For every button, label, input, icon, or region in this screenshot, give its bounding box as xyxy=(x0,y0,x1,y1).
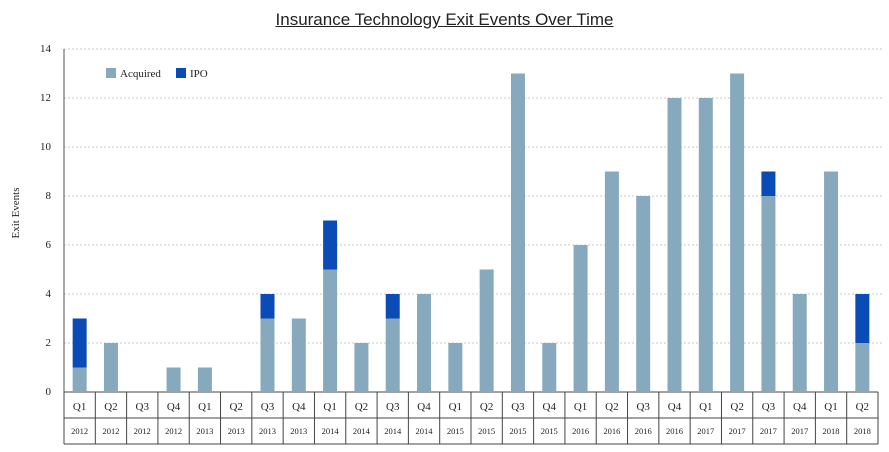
x-tick-year: 2017 xyxy=(697,426,714,436)
x-tick-quarter: Q3 xyxy=(386,401,400,413)
x-tick-year: 2013 xyxy=(228,426,245,436)
x-tick-quarter: Q1 xyxy=(449,401,462,413)
x-tick-quarter: Q4 xyxy=(292,401,306,413)
bar-acquired xyxy=(510,73,525,392)
x-tick-quarter: Q4 xyxy=(167,401,181,413)
bar-ipo xyxy=(761,171,776,196)
x-tick-quarter: Q3 xyxy=(762,401,776,413)
x-tick-year: 2017 xyxy=(791,426,808,436)
x-tick-year: 2012 xyxy=(165,426,182,436)
bar-acquired xyxy=(667,98,682,392)
bar-acquired xyxy=(197,367,212,392)
legend-swatch-acquired xyxy=(106,68,116,78)
x-tick-quarter: Q4 xyxy=(668,401,682,413)
bar-acquired xyxy=(72,367,87,392)
bar-ipo xyxy=(855,294,870,343)
x-tick-year: 2012 xyxy=(102,426,119,436)
y-tick-label: 4 xyxy=(46,288,52,300)
chart-title: Insurance Technology Exit Events Over Ti… xyxy=(275,10,614,29)
bar-acquired xyxy=(604,171,619,392)
x-tick-year: 2018 xyxy=(854,426,871,436)
bar-acquired xyxy=(698,98,713,392)
x-tick-year: 2012 xyxy=(71,426,88,436)
x-tick-year: 2013 xyxy=(259,426,276,436)
legend-label-acquired: Acquired xyxy=(120,68,161,80)
x-tick-year: 2014 xyxy=(416,426,434,436)
y-tick-label: 8 xyxy=(46,190,52,202)
bar-acquired xyxy=(542,343,557,392)
x-tick-year: 2016 xyxy=(635,426,652,436)
x-tick-quarter: Q1 xyxy=(73,401,86,413)
x-tick-quarter: Q1 xyxy=(699,401,712,413)
x-tick-quarter: Q1 xyxy=(198,401,211,413)
bar-acquired xyxy=(354,343,369,392)
x-tick-quarter: Q4 xyxy=(417,401,431,413)
x-tick-year: 2014 xyxy=(353,426,371,436)
bar-acquired xyxy=(479,269,494,392)
x-tick-year: 2016 xyxy=(666,426,683,436)
x-tick-year: 2014 xyxy=(384,426,402,436)
x-tick-quarter: Q1 xyxy=(323,401,336,413)
bar-acquired xyxy=(103,343,118,392)
x-tick-quarter: Q3 xyxy=(511,401,525,413)
x-tick-quarter: Q1 xyxy=(824,401,837,413)
x-tick-quarter: Q2 xyxy=(730,401,743,413)
y-tick-label: 14 xyxy=(40,43,52,55)
x-tick-year: 2017 xyxy=(729,426,746,436)
x-tick-year: 2012 xyxy=(134,426,151,436)
legend-label-ipo: IPO xyxy=(190,68,208,80)
x-tick-quarter: Q3 xyxy=(261,401,275,413)
bar-ipo xyxy=(385,294,400,319)
bar-acquired xyxy=(385,318,400,392)
x-tick-year: 2017 xyxy=(760,426,777,436)
y-tick-label: 2 xyxy=(46,337,52,349)
x-tick-year: 2018 xyxy=(823,426,840,436)
x-tick-year: 2015 xyxy=(541,426,558,436)
bar-acquired xyxy=(636,196,651,392)
x-tick-year: 2015 xyxy=(478,426,495,436)
bar-acquired xyxy=(792,294,807,392)
x-tick-quarter: Q2 xyxy=(355,401,368,413)
bar-acquired xyxy=(166,367,181,392)
bar-acquired xyxy=(761,196,776,392)
x-tick-quarter: Q4 xyxy=(793,401,807,413)
bar-acquired xyxy=(573,245,588,392)
x-tick-quarter: Q4 xyxy=(543,401,557,413)
bar-acquired xyxy=(417,294,432,392)
bar-ipo xyxy=(72,318,87,368)
x-tick-quarter: Q2 xyxy=(605,401,618,413)
x-tick-quarter: Q3 xyxy=(636,401,650,413)
y-tick-label: 10 xyxy=(40,141,52,153)
bar-acquired xyxy=(323,269,338,392)
x-tick-quarter: Q2 xyxy=(229,401,242,413)
bar-acquired xyxy=(291,318,306,392)
bar-acquired xyxy=(824,171,839,392)
x-tick-quarter: Q3 xyxy=(136,401,150,413)
bar-ipo xyxy=(323,220,338,270)
x-tick-year: 2016 xyxy=(603,426,620,436)
bar-ipo xyxy=(260,294,275,319)
x-tick-year: 2013 xyxy=(196,426,213,436)
x-tick-year: 2014 xyxy=(322,426,340,436)
bar-acquired xyxy=(260,318,275,392)
x-tick-year: 2016 xyxy=(572,426,589,436)
y-tick-label: 0 xyxy=(46,386,52,398)
bar-acquired xyxy=(448,343,463,392)
y-tick-label: 6 xyxy=(46,239,52,251)
bar-acquired xyxy=(855,343,870,392)
x-tick-quarter: Q1 xyxy=(574,401,587,413)
x-tick-quarter: Q2 xyxy=(856,401,869,413)
x-tick-year: 2013 xyxy=(290,426,307,436)
x-tick-year: 2015 xyxy=(509,426,526,436)
bar-acquired xyxy=(730,73,745,392)
x-tick-quarter: Q2 xyxy=(480,401,493,413)
legend-swatch-ipo xyxy=(176,68,186,78)
x-tick-quarter: Q2 xyxy=(104,401,117,413)
x-tick-year: 2015 xyxy=(447,426,464,436)
y-tick-label: 12 xyxy=(40,92,51,104)
